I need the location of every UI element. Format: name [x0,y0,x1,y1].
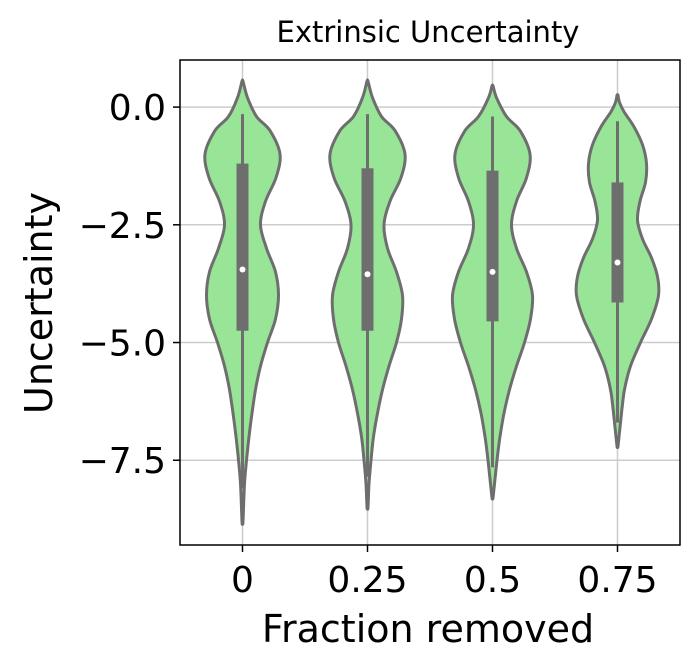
y-tick-label: −5.0 [79,324,166,365]
violin-group [574,93,661,450]
axis-ticks: 0.0 −2.5 −5.0 −7.5 0 0.25 0.5 0.75 [79,88,658,601]
violins [203,78,661,526]
plot-frame [179,59,681,546]
y-tick-label: −7.5 [79,441,166,482]
violin-iqr-box [611,182,624,303]
x-tick-label: 0.25 [327,560,407,601]
y-tick-label: 0.0 [109,88,166,129]
violin-median-point [239,266,246,273]
chart-title: Extrinsic Uncertainty [277,15,580,49]
y-tick-label: −2.5 [79,206,166,247]
violin-group [450,83,535,501]
x-tick-label: 0.5 [464,560,521,601]
violin-median-point [614,259,621,266]
x-tick-label: 0 [231,560,254,601]
violin-iqr-box [486,170,499,322]
violin-group [328,78,407,511]
x-tick-label: 0.75 [577,560,657,601]
y-axis-label: Uncertainty [17,192,61,414]
violin-median-point [489,268,496,275]
violin-iqr-box [361,168,374,331]
violin-iqr-box [236,163,249,331]
violin-median-point [364,271,371,278]
x-axis-label: Fraction removed [262,607,594,651]
violin-group [203,78,282,526]
